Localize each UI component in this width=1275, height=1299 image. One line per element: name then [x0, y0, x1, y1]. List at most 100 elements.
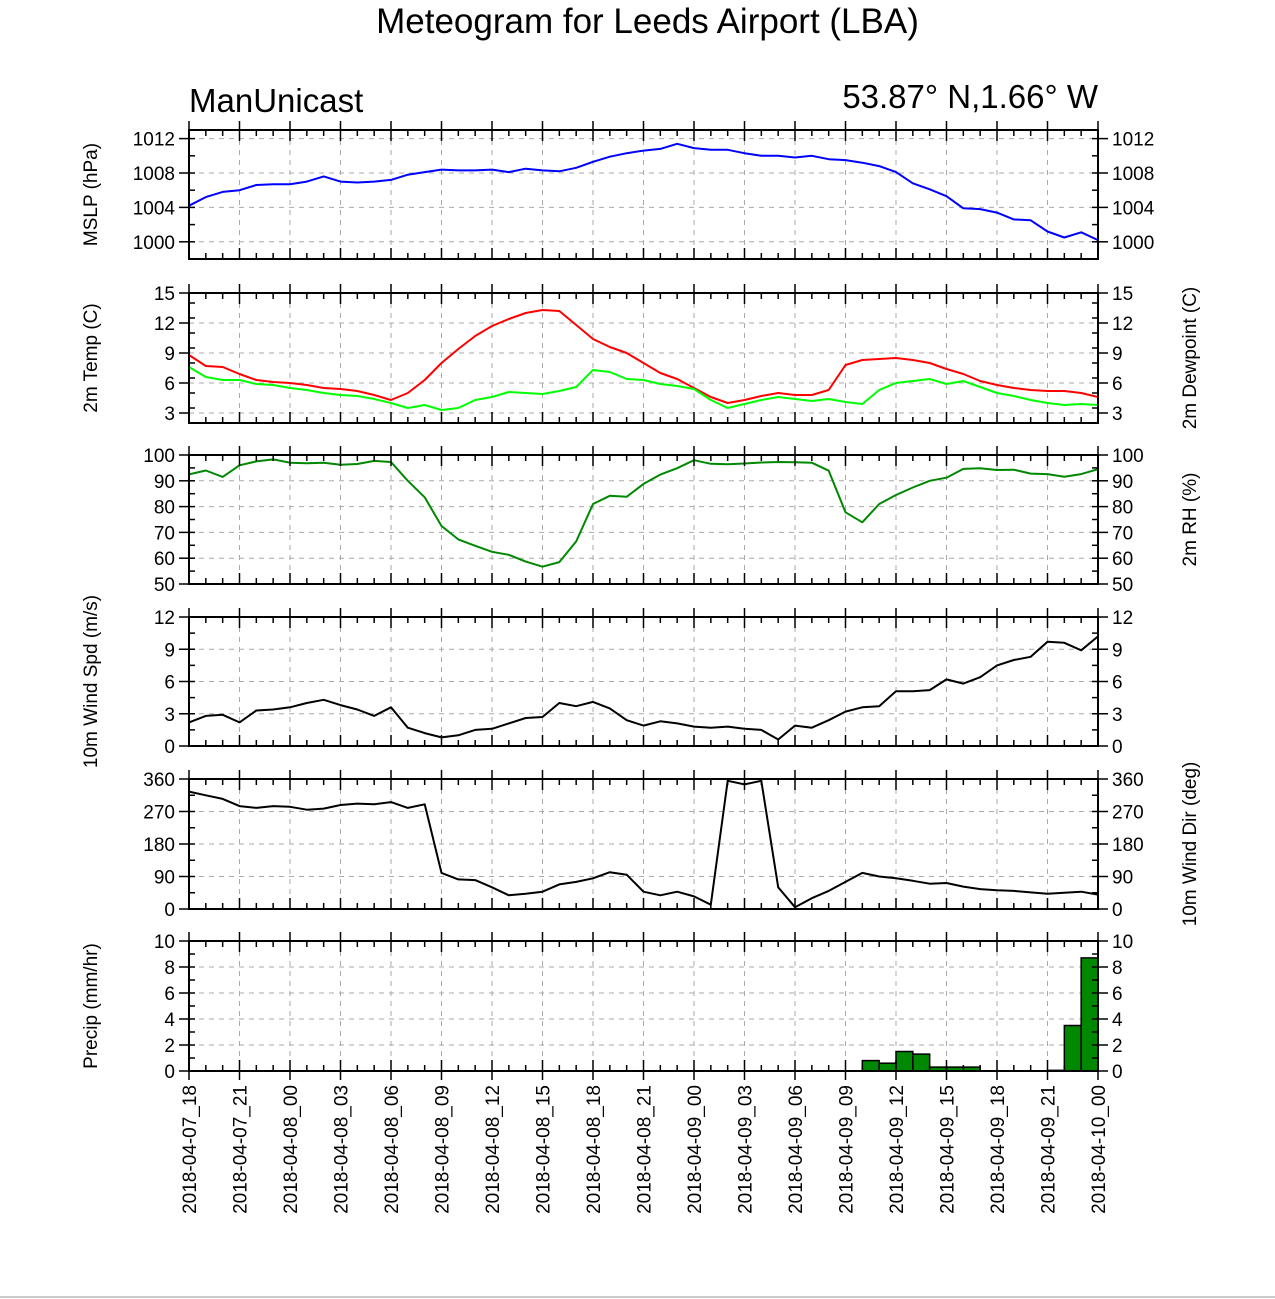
wdir-tick-label-left: 360: [143, 770, 175, 791]
rh-tick-label-left: 100: [143, 446, 175, 467]
mslp-tick-label-left: 1012: [133, 130, 175, 151]
rh-tick-label-left: 70: [154, 523, 175, 544]
rh-tick-label-right: 100: [1112, 446, 1144, 467]
wspd-tick-label-right: 3: [1112, 705, 1123, 726]
temp-tick-label-right: 3: [1112, 404, 1123, 425]
wdir-tick-label-right: 270: [1112, 803, 1144, 824]
precip-tick-label-left: 0: [164, 1062, 175, 1083]
page-title: Meteogram for Leeds Airport (LBA): [376, 2, 919, 41]
precip-tick-label-right: 10: [1112, 932, 1133, 953]
precip-tick-label-left: 10: [154, 932, 175, 953]
precip-bar: [878, 1062, 897, 1072]
rh-tick-label-right: 90: [1112, 472, 1133, 493]
precip-bar: [1080, 957, 1099, 1072]
wspd-tick-label-left: 3: [164, 705, 175, 726]
wspd-tick-label-left: 9: [164, 640, 175, 661]
rh-tick-label-right: 80: [1112, 498, 1133, 519]
temp-series-line: [188, 309, 1099, 404]
x-tick-label: 2018-04-09_15: [938, 1085, 959, 1214]
series-layer: [188, 142, 1099, 1072]
temp-tick-label-right: 15: [1112, 284, 1133, 305]
x-tick-label: 2018-04-08_03: [332, 1085, 353, 1214]
rh-tick-label-left: 60: [154, 549, 175, 570]
mslp-tick-label-left: 1004: [133, 198, 176, 219]
x-tick-label: 2018-04-08_06: [382, 1085, 403, 1214]
x-tick-label: 2018-04-09_21: [1039, 1085, 1060, 1214]
wspd-tick-label-right: 0: [1112, 737, 1123, 758]
temp-tick-label-right: 12: [1112, 314, 1133, 335]
wdir-tick-label-right: 180: [1112, 835, 1144, 856]
temp-tick-label-left: 6: [164, 374, 175, 395]
mslp-series-line: [188, 142, 1099, 242]
wspd-tick-label-left: 6: [164, 673, 175, 694]
temp-tick-label-left: 12: [154, 314, 175, 335]
frame-layer: [179, 121, 1108, 1080]
mslp-tick-label-right: 1000: [1112, 233, 1154, 254]
wdir-tick-label-right: 90: [1112, 868, 1133, 889]
x-tick-label: 2018-04-08_15: [534, 1085, 555, 1214]
wspd-ylabel-left: 10m Wind Spd (m/s): [81, 595, 102, 768]
precip-tick-label-right: 6: [1112, 984, 1123, 1005]
wdir-ylabel-right: 10m Wind Dir (deg): [1180, 762, 1201, 927]
wspd-series-line: [188, 635, 1099, 741]
mslp-tick-label-right: 1004: [1112, 198, 1155, 219]
wdir-tick-label-right: 0: [1112, 900, 1123, 921]
x-tick-label: 2018-04-08_21: [635, 1085, 656, 1214]
precip-tick-label-right: 2: [1112, 1036, 1123, 1057]
wspd-tick-label-right: 9: [1112, 640, 1123, 661]
rh-tick-label-right: 70: [1112, 523, 1133, 544]
wspd-tick-label-right: 12: [1112, 608, 1133, 629]
x-tick-label: 2018-04-09_09: [837, 1085, 858, 1214]
model-label: ManUnicast: [189, 82, 363, 119]
x-tick-label: 2018-04-10_00: [1089, 1085, 1110, 1214]
wdir-series-line: [188, 779, 1099, 909]
wdir-tick-label-left: 90: [154, 868, 175, 889]
wdir-tick-label-left: 270: [143, 803, 175, 824]
grid-layer: [189, 130, 1098, 1071]
precip-tick-label-left: 2: [164, 1036, 175, 1057]
temp-tick-label-left: 3: [164, 404, 175, 425]
rh-tick-label-left: 50: [154, 575, 175, 596]
rh-tick-label-left: 90: [154, 472, 175, 493]
x-tick-label: 2018-04-08_00: [281, 1085, 302, 1214]
temp-tick-label-left: 9: [164, 344, 175, 365]
wdir-tick-label-right: 360: [1112, 770, 1144, 791]
rh-tick-label-left: 80: [154, 498, 175, 519]
mslp-ylabel-left: MSLP (hPa): [81, 143, 102, 246]
precip-tick-label-left: 6: [164, 984, 175, 1005]
precip-bar: [1063, 1024, 1082, 1072]
wspd-tick-label-left: 12: [154, 608, 175, 629]
x-tick-label: 2018-04-09_18: [988, 1085, 1009, 1214]
precip-tick-label-right: 4: [1112, 1010, 1123, 1031]
wdir-tick-label-left: 180: [143, 835, 175, 856]
x-tick-label: 2018-04-09_06: [786, 1085, 807, 1214]
temp-tick-label-right: 6: [1112, 374, 1123, 395]
temp-ylabel-right: 2m Dewpoint (C): [1180, 287, 1201, 430]
wspd-tick-label-right: 6: [1112, 673, 1123, 694]
location-label: 53.87° N,1.66° W: [842, 78, 1099, 115]
wdir-tick-label-left: 0: [164, 900, 175, 921]
precip-tick-label-left: 4: [164, 1010, 175, 1031]
precip-bar: [912, 1053, 931, 1072]
temp-ylabel-left: 2m Temp (C): [81, 303, 102, 412]
mslp-tick-label-left: 1008: [133, 164, 175, 185]
x-tick-label: 2018-04-09_12: [887, 1085, 908, 1214]
precip-tick-label-left: 8: [164, 958, 175, 979]
temp-tick-label-left: 15: [154, 284, 175, 305]
rh-ylabel-right: 2m RH (%): [1180, 473, 1201, 567]
temp-series-line: [188, 366, 1099, 411]
x-tick-label: 2018-04-08_12: [483, 1085, 504, 1214]
x-tick-label: 2018-04-09_00: [685, 1085, 706, 1214]
x-tick-label: 2018-04-08_18: [584, 1085, 605, 1214]
precip-bar: [895, 1050, 914, 1072]
x-tick-label: 2018-04-09_03: [736, 1085, 757, 1214]
x-tick-label: 2018-04-07_18: [180, 1085, 201, 1214]
wspd-tick-label-left: 0: [164, 737, 175, 758]
rh-tick-label-right: 50: [1112, 575, 1133, 596]
precip-tick-label-right: 8: [1112, 958, 1123, 979]
temp-tick-label-right: 9: [1112, 344, 1123, 365]
mslp-tick-label-right: 1012: [1112, 130, 1154, 151]
mslp-tick-label-left: 1000: [133, 233, 175, 254]
x-tick-label: 2018-04-07_21: [231, 1085, 252, 1214]
